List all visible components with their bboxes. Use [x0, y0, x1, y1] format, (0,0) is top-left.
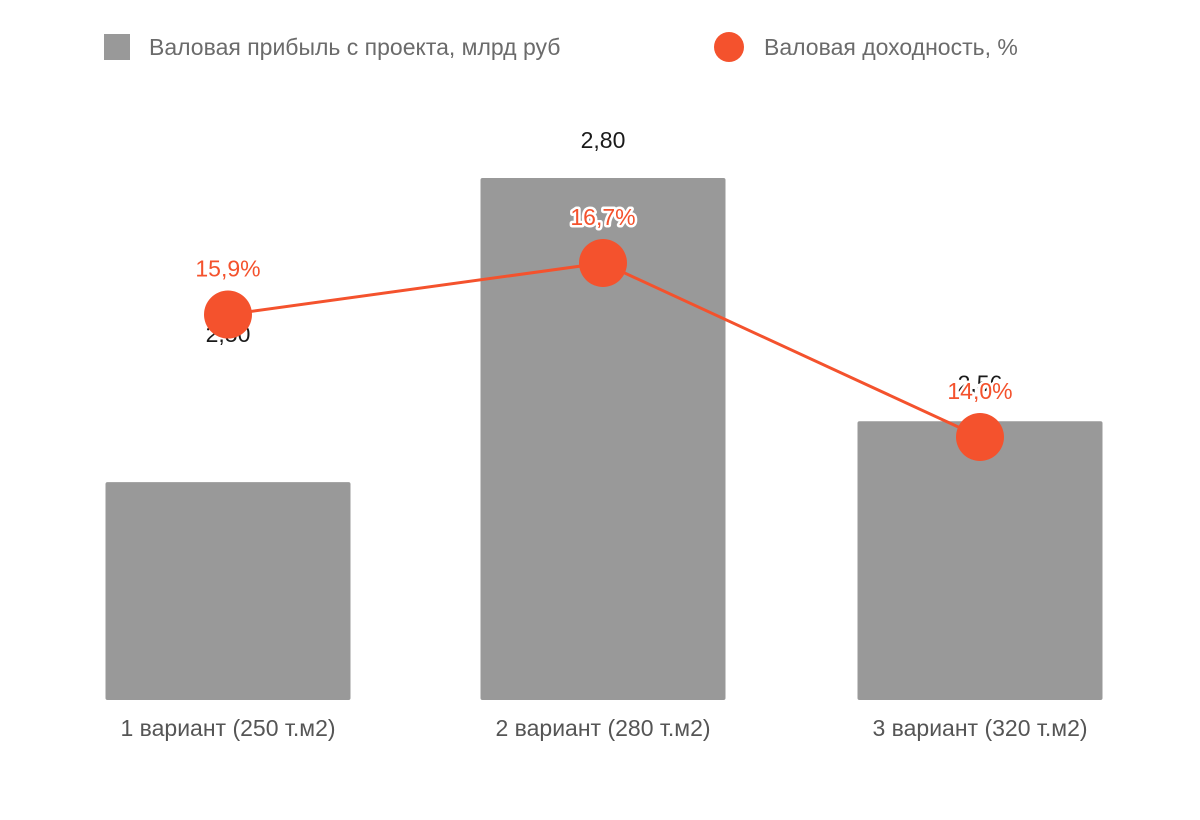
- legend-swatch-gross-margin: [714, 32, 744, 62]
- margin-value-label-3: 14,0%: [947, 378, 1012, 404]
- category-label-1: 1 вариант (250 т.м2): [120, 715, 335, 741]
- margin-value-label-2: 16,7%: [570, 204, 635, 230]
- margin-point-2: [579, 239, 627, 287]
- margin-value-labels: 15,9% 16,7% 14,0%: [193, 202, 1015, 407]
- bar-1: [105, 482, 351, 700]
- category-label-3: 3 вариант (320 т.м2): [872, 715, 1087, 741]
- category-label-2: 2 вариант (280 т.м2): [495, 715, 710, 741]
- margin-point-1: [204, 290, 252, 339]
- legend-item-gross-profit: Валовая прибыль с проекта, млрд руб: [104, 34, 560, 60]
- bar-2: [480, 178, 726, 700]
- bar-value-label-3: 2,56: [958, 370, 1003, 396]
- bar-value-label-2: 2,80: [581, 127, 626, 153]
- legend-label-gross-profit: Валовая прибыль с проекта, млрд руб: [149, 34, 560, 60]
- legend: Валовая прибыль с проекта, млрд руб Вало…: [104, 32, 1018, 62]
- legend-label-gross-margin: Валовая доходность, %: [764, 34, 1018, 60]
- margin-points-group: [204, 239, 1004, 461]
- legend-swatch-gross-profit: [104, 34, 130, 60]
- bars-group: [105, 178, 1103, 700]
- margin-point-3: [956, 413, 1004, 461]
- margin-value-label-1: 15,9%: [195, 256, 260, 282]
- category-labels: 1 вариант (250 т.м2) 2 вариант (280 т.м2)…: [120, 715, 1087, 741]
- bar-3: [857, 421, 1103, 700]
- legend-item-gross-margin: Валовая доходность, %: [714, 32, 1018, 62]
